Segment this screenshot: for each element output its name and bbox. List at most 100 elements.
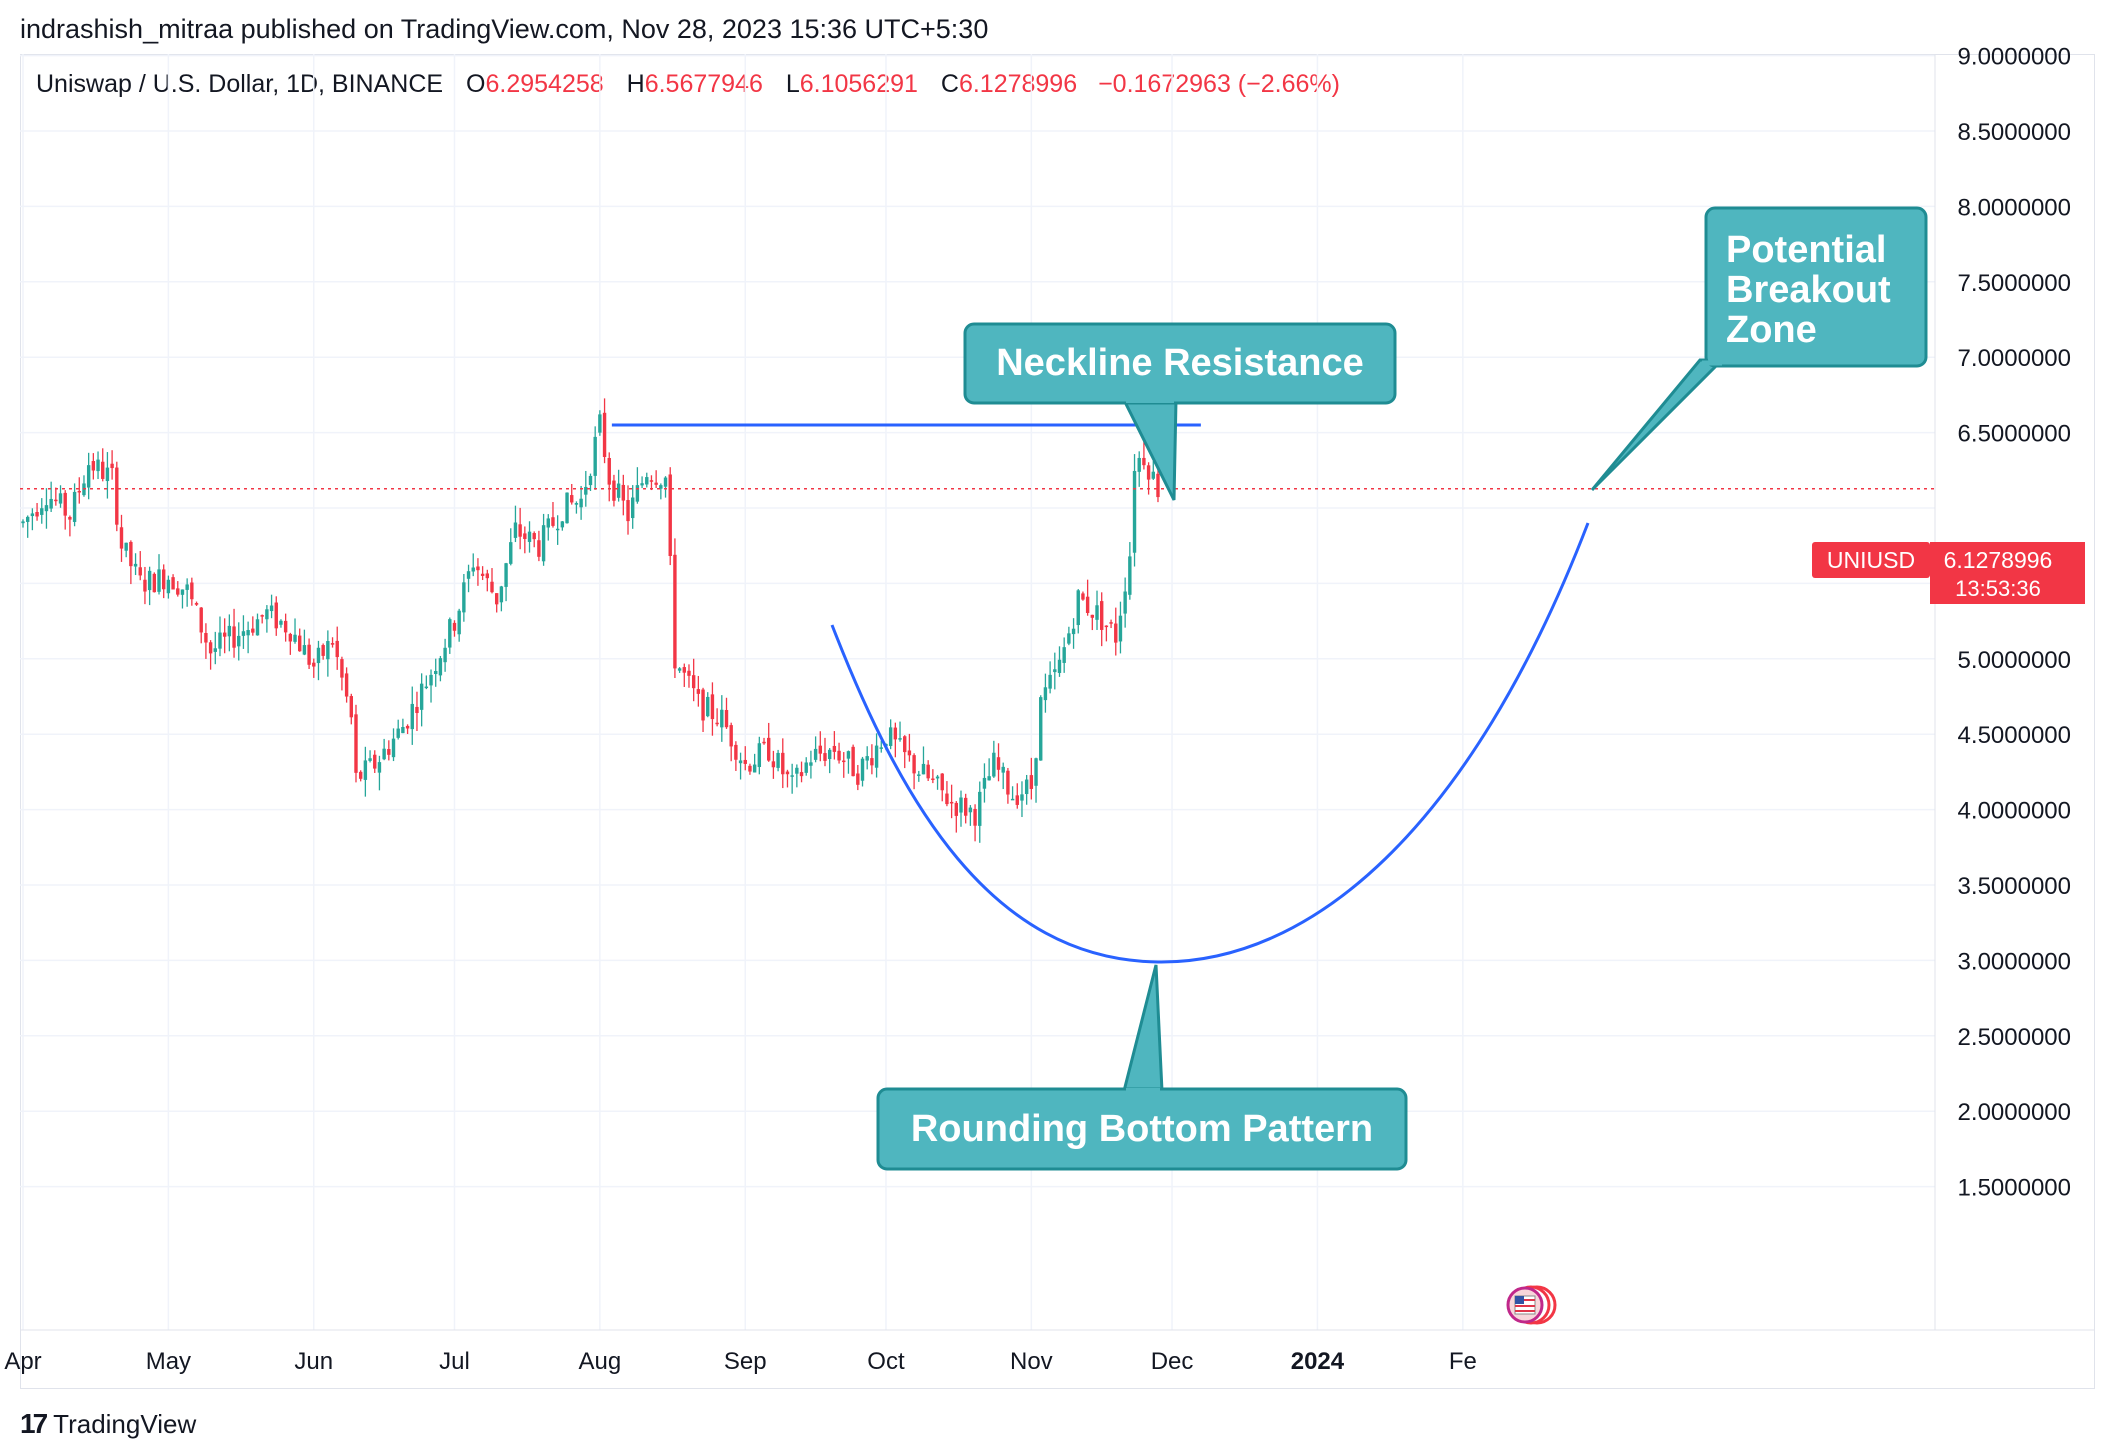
- candle-body: [434, 670, 438, 675]
- candle-body: [631, 497, 635, 519]
- candle-body: [302, 645, 307, 655]
- candle-body: [1062, 647, 1066, 663]
- candle-body: [1029, 775, 1034, 789]
- candle-body: [509, 542, 513, 564]
- candle-body: [274, 602, 278, 629]
- candle-body: [77, 490, 81, 493]
- candle-body: [222, 632, 227, 637]
- candle-body: [485, 573, 490, 579]
- candle-body: [527, 531, 532, 542]
- candle-body: [218, 632, 222, 649]
- breakout-callout-text: Potential Breakout Zone: [1726, 229, 1901, 351]
- candle-body: [63, 492, 67, 516]
- candle-body: [86, 465, 91, 488]
- close-key: C: [940, 70, 959, 98]
- candle-body: [518, 524, 522, 537]
- candle-body: [330, 643, 335, 645]
- price-tick-label: 7.5000000: [1958, 270, 2071, 297]
- rounding-bottom-callout: Rounding Bottom Pattern: [876, 964, 1408, 1171]
- price-tag[interactable]: UNIUSD 6.1278996 13:53:36: [1812, 542, 2085, 604]
- candle-body: [931, 778, 935, 781]
- price-tick-label: 8.5000000: [1958, 119, 2071, 146]
- price-tick-label: 1.5000000: [1958, 1175, 2071, 1202]
- candle-body: [823, 753, 827, 761]
- candle-body: [720, 709, 724, 728]
- candle-body: [476, 566, 480, 571]
- candle-body: [959, 797, 963, 813]
- candle-body: [199, 607, 203, 633]
- candle-body: [358, 771, 363, 779]
- candle-body: [593, 436, 597, 476]
- publish-info: indrashish_mitraa published on TradingVi…: [20, 14, 989, 44]
- candle-body: [1123, 591, 1127, 614]
- candle-body: [1034, 758, 1038, 786]
- candle-body: [738, 760, 743, 764]
- price-tag-symbol: UNIUSD: [1827, 547, 1915, 573]
- candle-body: [513, 522, 518, 538]
- candle-body: [49, 498, 53, 509]
- candle-body: [480, 573, 485, 576]
- candle-body: [405, 725, 410, 729]
- candle-body: [532, 533, 536, 540]
- candle-body: [96, 459, 100, 472]
- candle-body: [673, 554, 677, 669]
- candle-body: [490, 581, 494, 593]
- candle-body: [570, 495, 574, 503]
- candle-body: [771, 761, 776, 768]
- flag-icon[interactable]: [1506, 1285, 1557, 1325]
- chart-frame[interactable]: [20, 54, 2095, 1389]
- candle-body: [865, 756, 869, 761]
- time-tick-label: Fe: [1449, 1348, 1477, 1375]
- candle-body: [523, 533, 527, 539]
- price-tick-label: 6.5000000: [1958, 421, 2071, 448]
- candle-body: [945, 793, 949, 805]
- candle-body: [555, 528, 560, 531]
- candle-body: [246, 630, 250, 636]
- candle-body: [232, 626, 236, 648]
- candle-body: [677, 668, 682, 671]
- candle-body: [354, 714, 358, 773]
- candle-body: [1156, 473, 1160, 498]
- candle-body: [668, 474, 672, 556]
- high-value: 6.5677946: [644, 70, 763, 98]
- candle-body: [396, 728, 400, 738]
- candle-body: [377, 762, 382, 773]
- candle-body: [424, 686, 429, 689]
- price-axis[interactable]: 9.0000000 8.5000000 8.0000000 7.5000000 7.00…: [1934, 44, 2071, 1330]
- candle-body: [401, 727, 405, 734]
- candle-body: [462, 582, 466, 613]
- candle-body: [748, 765, 752, 772]
- high-key: H: [626, 70, 645, 98]
- candle-body: [818, 745, 822, 754]
- candle-body: [504, 563, 508, 587]
- candle-body: [715, 722, 719, 725]
- price-tick-label: 4.0000000: [1958, 798, 2071, 825]
- candle-body: [757, 743, 762, 768]
- candle-body: [499, 586, 504, 603]
- candle-body: [321, 645, 325, 656]
- candle-body: [565, 492, 569, 524]
- candle-body: [166, 579, 171, 594]
- candle-body: [659, 485, 663, 489]
- candle-body: [312, 662, 316, 667]
- candle-body: [194, 603, 199, 605]
- candle-body: [706, 696, 710, 717]
- candle-body: [654, 482, 658, 485]
- tradingview-logo[interactable]: 17 TradingView: [20, 1408, 196, 1440]
- candle-body: [663, 477, 668, 487]
- candle-body: [949, 801, 954, 804]
- candle-body: [907, 750, 912, 756]
- candle-body: [710, 694, 715, 720]
- candle-body: [1151, 471, 1155, 479]
- candle-body: [767, 737, 771, 761]
- candle-body: [1020, 794, 1024, 801]
- candle-body: [1057, 659, 1062, 673]
- candle-body: [579, 498, 583, 508]
- time-axis[interactable]: Apr May Jun Jul Aug Sep Oct Nov Dec 2024 Fe: [4, 1329, 2095, 1375]
- candle-body: [809, 762, 813, 766]
- candle-body: [546, 518, 550, 528]
- candle-body: [607, 458, 611, 485]
- price-tick-label: 2.0000000: [1958, 1099, 2071, 1126]
- candle-body: [1024, 779, 1029, 795]
